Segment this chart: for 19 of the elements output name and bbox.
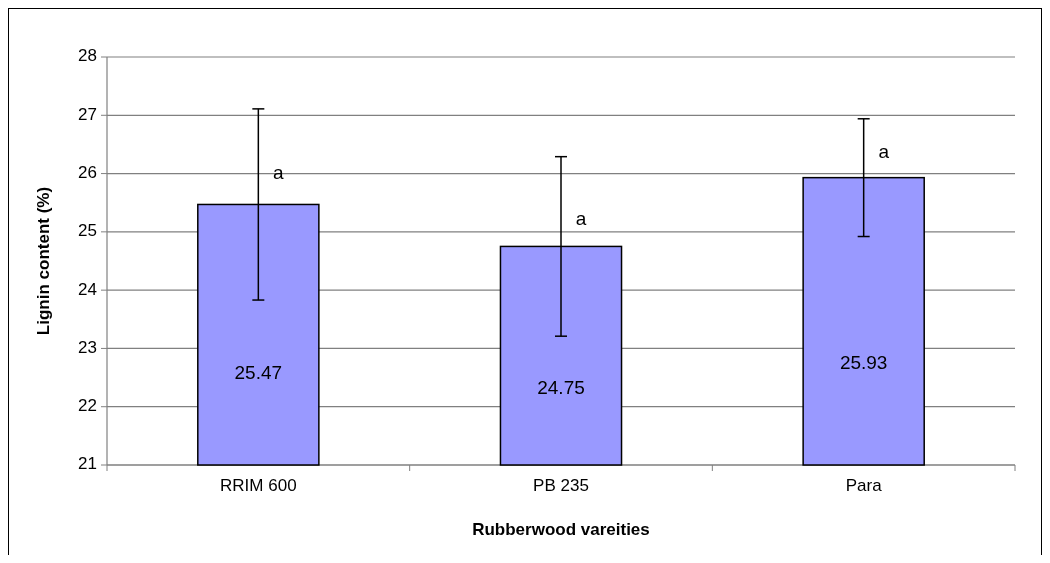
y-tick-label: 26 bbox=[78, 163, 97, 183]
x-axis-title: Rubberwood vareities bbox=[472, 520, 650, 539]
y-tick-label: 21 bbox=[78, 454, 97, 474]
y-tick-label: 27 bbox=[78, 104, 97, 124]
y-tick-label: 24 bbox=[78, 279, 97, 299]
data-label: 24.75 bbox=[537, 376, 585, 398]
data-label: 25.47 bbox=[234, 361, 283, 383]
y-axis-title: Lignin content (%) bbox=[34, 186, 53, 336]
annotation: a bbox=[273, 161, 285, 183]
y-tick-label: 22 bbox=[78, 396, 97, 416]
y-tick-label: 23 bbox=[78, 337, 97, 357]
y-tick-label: 28 bbox=[78, 46, 97, 66]
x-tick-label: PB 235 bbox=[533, 476, 589, 495]
annotation: a bbox=[878, 141, 890, 163]
data-label: 25.93 bbox=[839, 352, 888, 374]
annotation: a bbox=[575, 208, 587, 230]
x-tick-label: Para bbox=[845, 476, 883, 495]
y-tick-label: 25 bbox=[78, 221, 97, 241]
x-tick-label: RRIM 600 bbox=[220, 476, 297, 495]
